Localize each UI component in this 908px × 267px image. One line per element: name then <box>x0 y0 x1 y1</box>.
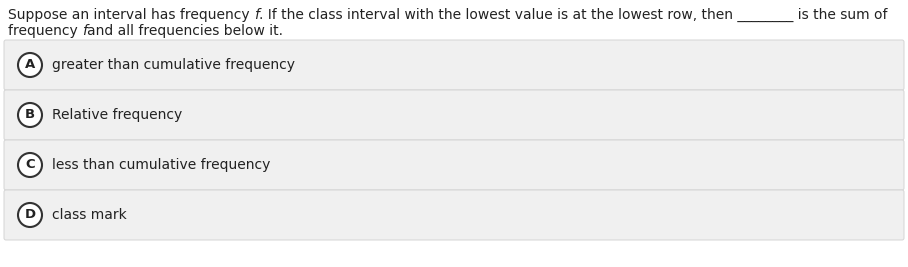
Text: class mark: class mark <box>52 208 127 222</box>
Text: B: B <box>25 108 35 121</box>
Text: f: f <box>254 8 259 22</box>
FancyBboxPatch shape <box>4 40 904 90</box>
FancyBboxPatch shape <box>4 90 904 140</box>
Text: f: f <box>82 24 87 38</box>
Text: A: A <box>25 58 35 72</box>
Text: less than cumulative frequency: less than cumulative frequency <box>52 158 271 172</box>
Text: Suppose an interval has frequency: Suppose an interval has frequency <box>8 8 254 22</box>
Text: frequency: frequency <box>8 24 82 38</box>
Text: greater than cumulative frequency: greater than cumulative frequency <box>52 58 295 72</box>
Text: C: C <box>25 159 35 171</box>
FancyBboxPatch shape <box>4 140 904 190</box>
Ellipse shape <box>18 203 42 227</box>
Text: and all frequencies below it.: and all frequencies below it. <box>87 24 283 38</box>
Ellipse shape <box>18 103 42 127</box>
Ellipse shape <box>18 153 42 177</box>
FancyBboxPatch shape <box>4 190 904 240</box>
Ellipse shape <box>18 53 42 77</box>
Text: Relative frequency: Relative frequency <box>52 108 183 122</box>
Text: . If the class interval with the lowest value is at the lowest row, then _______: . If the class interval with the lowest … <box>259 8 887 22</box>
Text: D: D <box>25 209 35 222</box>
